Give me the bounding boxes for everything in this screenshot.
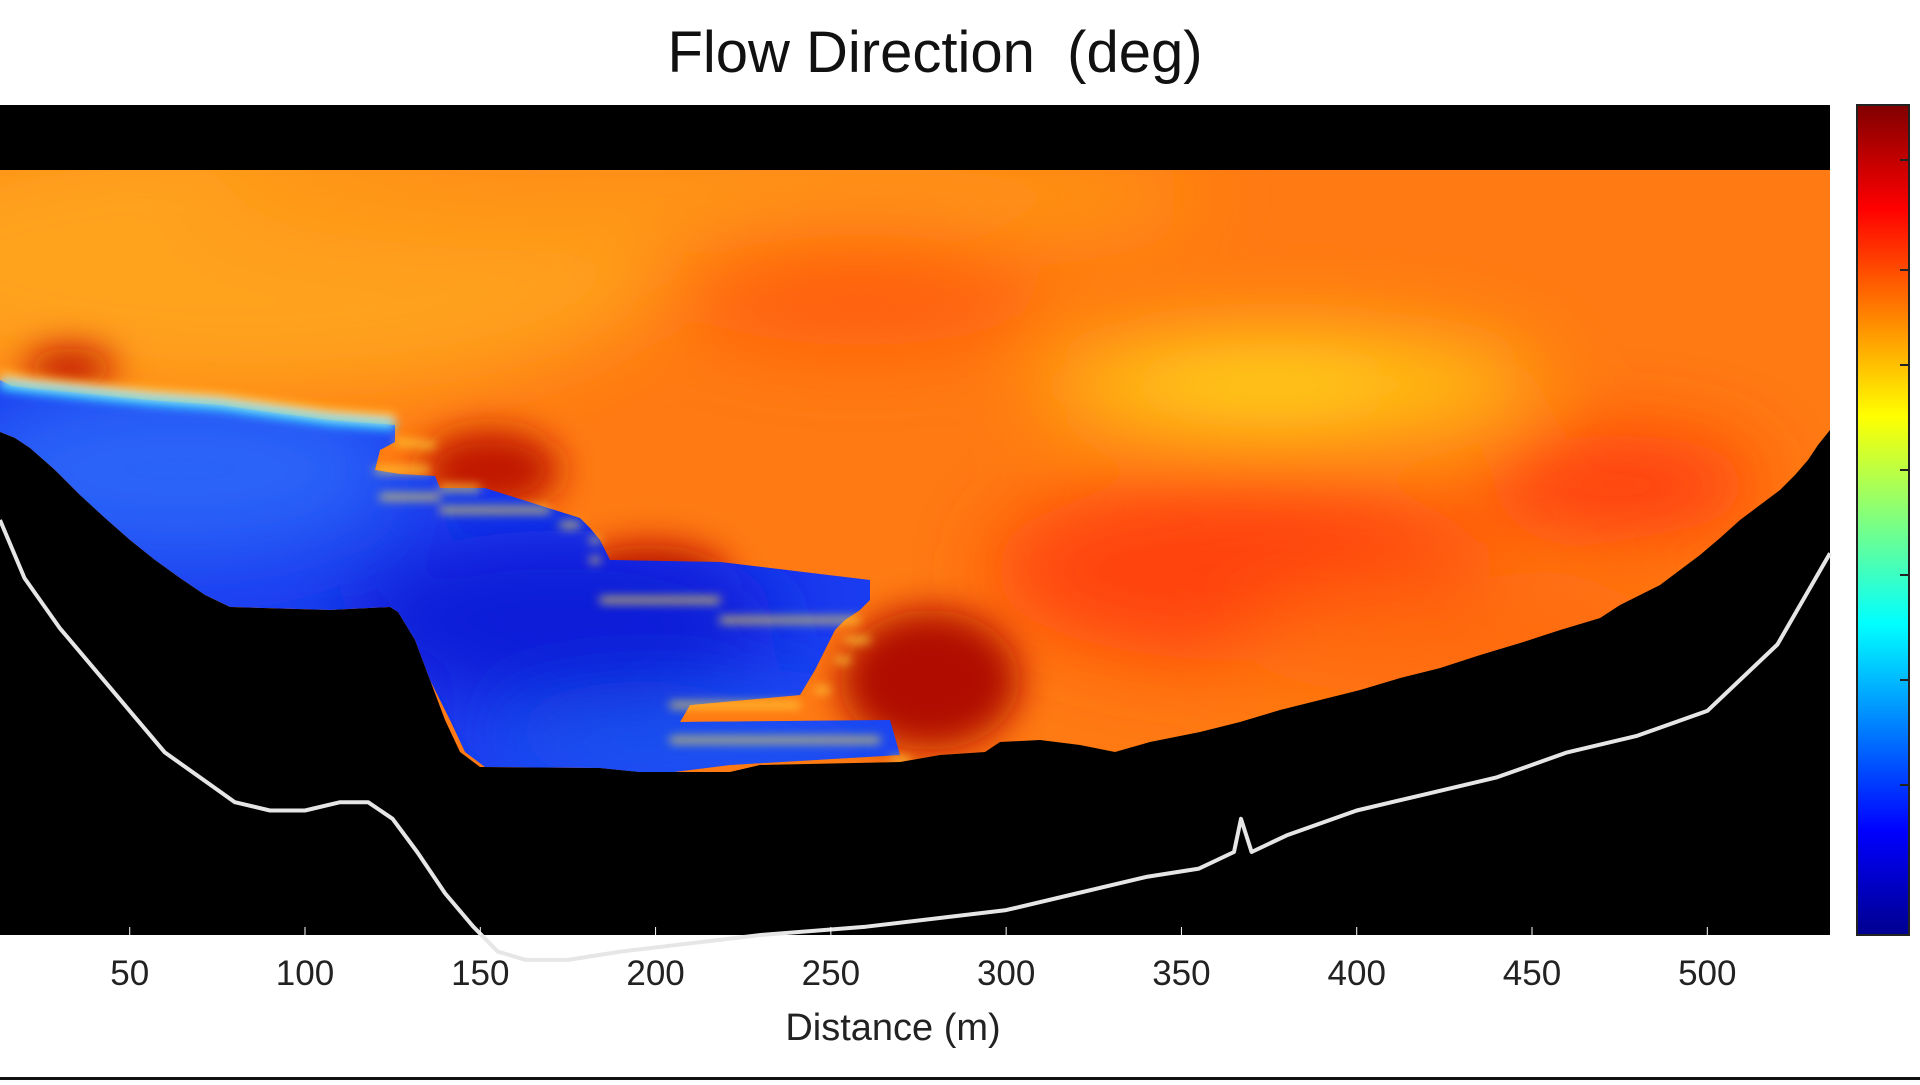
x-axis-label: Distance (m): [785, 1007, 1000, 1049]
x-tick-label: 350: [1152, 954, 1210, 993]
x-tick-label: 50: [110, 954, 149, 993]
region-dark-red-edge-lower: [840, 610, 1020, 750]
colorbar-ticks: [1900, 159, 1909, 786]
x-tick-label: 400: [1328, 954, 1386, 993]
chart-title: Flow Direction (deg): [667, 20, 1202, 85]
colorbar: [1856, 104, 1910, 936]
x-tick-label: 250: [802, 954, 860, 993]
edge-steps: [375, 439, 910, 763]
x-tick-label: 100: [276, 954, 334, 993]
region-blue-deep: [340, 530, 780, 710]
bed-profile-line: [0, 519, 1832, 962]
edge-cyan-top: [0, 379, 396, 430]
bottom-rule: [0, 1077, 1920, 1080]
x-tick-label: 200: [626, 954, 684, 993]
x-axis-ticks: 50 100 150 200 250 300 350 400 450 500: [110, 927, 1737, 993]
edge-yellow-top: [0, 371, 396, 420]
x-tick-label: 150: [451, 954, 509, 993]
top-mask-strip: [0, 105, 1830, 168]
region-dark-red-spot: [25, 348, 115, 388]
region-upper-orange-band: [200, 170, 1200, 255]
x-tick-label: 450: [1503, 954, 1561, 993]
region-red-core-top: [680, 235, 1040, 345]
x-tick-label: 300: [977, 954, 1035, 993]
region-yellow-core: [1140, 354, 1380, 410]
region-red-core-right: [1480, 435, 1760, 535]
x-tick-label: 500: [1678, 954, 1736, 993]
